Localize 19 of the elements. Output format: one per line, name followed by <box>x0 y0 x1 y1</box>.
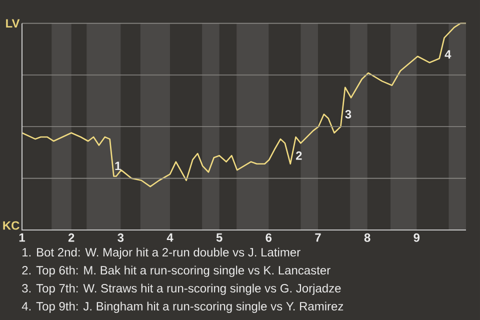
x-tick-label: 6 <box>266 233 272 242</box>
text: 2. Top 6th: M. Bak hit a run-scoring single vs K. Lancaster <box>22 266 330 277</box>
text: 1. Bot 2nd: W. Major hit a 2-run double vs J. Latimer <box>22 248 300 259</box>
x-tick-label: 9 <box>414 233 420 242</box>
annotation: 4 <box>444 50 452 58</box>
x-tick-label: 3 <box>118 233 124 242</box>
x-tick-label: 5 <box>216 233 222 242</box>
text: KC <box>3 221 20 230</box>
annotation: 3 <box>345 110 352 119</box>
x-tick-label: 7 <box>315 233 321 242</box>
x-tick-label: 1 <box>19 233 26 242</box>
text: 4. Top 9th: J. Bingham hit a run-scoring single vs Y. Ramirez <box>22 302 344 313</box>
text: 3. Top 7th: W. Straws hit a run-scoring single vs G. Jorjadze <box>22 284 341 295</box>
x-tick-label: 2 <box>68 233 74 242</box>
annotation: 2 <box>296 151 302 160</box>
x-tick-label: 4 <box>166 233 174 242</box>
text: LV <box>6 19 20 28</box>
annotation: 1 <box>115 162 121 170</box>
x-tick-label: 8 <box>364 233 370 242</box>
